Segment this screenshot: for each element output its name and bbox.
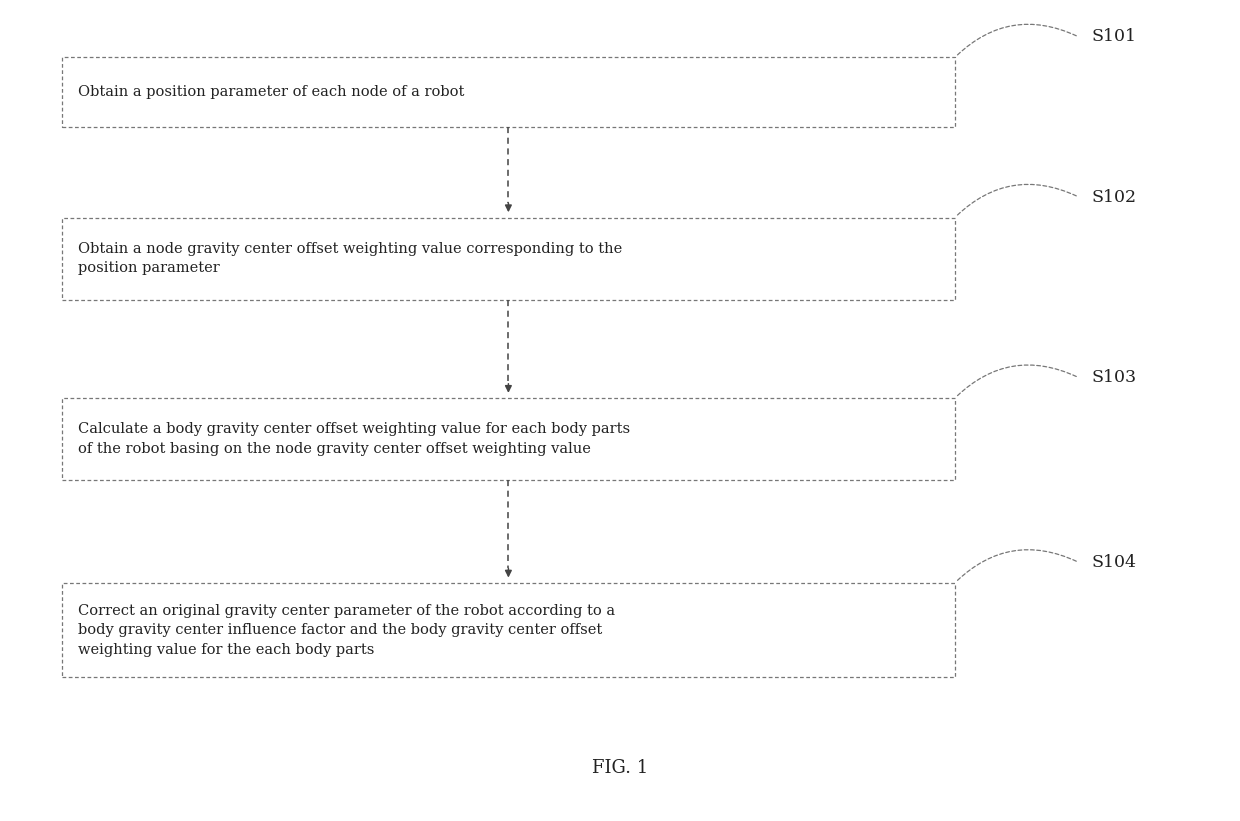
Polygon shape bbox=[62, 583, 955, 677]
Text: Calculate a body gravity center offset weighting value for each body parts
of th: Calculate a body gravity center offset w… bbox=[78, 423, 630, 456]
Polygon shape bbox=[62, 57, 955, 127]
Text: S102: S102 bbox=[1091, 189, 1136, 205]
Polygon shape bbox=[62, 398, 955, 480]
Text: Correct an original gravity center parameter of the robot according to a
body gr: Correct an original gravity center param… bbox=[78, 603, 615, 657]
Text: FIG. 1: FIG. 1 bbox=[591, 759, 649, 777]
Text: S103: S103 bbox=[1091, 369, 1136, 386]
Polygon shape bbox=[62, 218, 955, 300]
Text: Obtain a node gravity center offset weighting value corresponding to the
positio: Obtain a node gravity center offset weig… bbox=[78, 242, 622, 275]
Text: Obtain a position parameter of each node of a robot: Obtain a position parameter of each node… bbox=[78, 85, 465, 99]
Text: S104: S104 bbox=[1091, 554, 1136, 571]
Text: S101: S101 bbox=[1091, 29, 1136, 45]
